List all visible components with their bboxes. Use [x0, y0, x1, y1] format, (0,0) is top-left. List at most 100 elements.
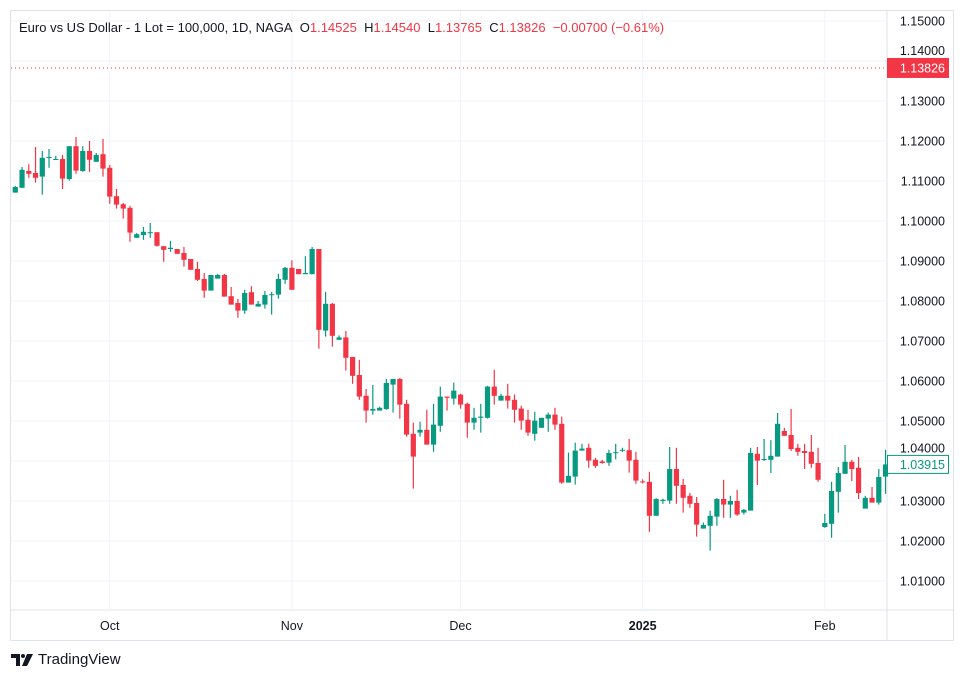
price-tick-label: 1.08000	[900, 295, 945, 309]
candle-bullish	[140, 227, 147, 240]
candle-body	[410, 433, 416, 457]
candle-body	[430, 424, 437, 445]
candle-body	[774, 423, 781, 457]
candle-bullish	[842, 445, 848, 474]
candle-bearish	[32, 147, 39, 183]
candle-body	[613, 452, 619, 454]
candle-bearish	[113, 189, 120, 209]
candle-body	[538, 417, 545, 428]
candle-bearish	[552, 407, 558, 430]
candle-bearish	[626, 439, 632, 473]
candle-body	[451, 390, 457, 399]
candle-bullish	[302, 256, 308, 275]
price-tick-label: 1.15000	[900, 15, 945, 29]
candle-body	[437, 396, 443, 426]
candle-bearish	[86, 141, 93, 172]
brand-name: TradingView	[38, 651, 121, 668]
candle-bullish	[147, 223, 153, 238]
candle-body	[505, 395, 511, 401]
price-tick-label: 1.13000	[900, 95, 945, 109]
candle-body	[694, 503, 700, 525]
tradingview-logo-icon	[11, 653, 33, 666]
candle-body	[882, 464, 889, 477]
candle-bearish	[586, 443, 592, 468]
candle-body	[545, 414, 551, 419]
candle-body	[269, 294, 275, 296]
candle-body	[633, 459, 639, 481]
candle-body	[113, 196, 120, 205]
price-tick-label: 1.03000	[900, 495, 945, 509]
candle-body	[801, 451, 808, 453]
candle-body	[444, 396, 450, 398]
close-label: C	[489, 20, 499, 35]
candle-bearish	[107, 165, 113, 204]
candle-body	[484, 386, 491, 418]
candle-body	[822, 523, 828, 527]
candle-bullish	[208, 275, 214, 291]
candle-bearish	[633, 451, 639, 484]
current-price-label: 1.13826	[900, 61, 945, 75]
open-label: O	[299, 20, 310, 35]
candle-body	[140, 231, 147, 235]
candle-body	[93, 155, 99, 162]
candle-bearish	[228, 287, 234, 305]
candle-body	[876, 477, 882, 503]
low-label: L	[427, 20, 435, 35]
candle-bullish	[748, 447, 754, 511]
candle-bullish	[282, 267, 288, 284]
candle-bullish	[430, 403, 437, 452]
candle-body	[788, 435, 794, 449]
candle-bullish	[275, 273, 281, 299]
candle-body	[26, 171, 32, 174]
candle-body	[727, 501, 733, 505]
candle-bullish	[572, 442, 578, 485]
candle-body	[781, 431, 787, 436]
candle-body	[242, 293, 248, 311]
candle-body	[296, 269, 302, 275]
candle-bearish	[815, 447, 821, 482]
candle-bullish	[545, 412, 551, 432]
candle-body	[127, 207, 133, 233]
candle-body	[734, 501, 740, 515]
candle-bullish	[437, 386, 443, 432]
candle-body	[181, 253, 187, 260]
candle-bearish	[640, 479, 646, 484]
candle-bullish	[774, 413, 781, 457]
candle-bearish	[457, 393, 464, 409]
tradingview-logo[interactable]: TradingView	[11, 651, 121, 668]
candle-body	[376, 407, 383, 411]
candle-bullish	[167, 241, 174, 252]
candle-body	[390, 379, 396, 385]
change-value: −0.00700 (−0.61%)	[552, 20, 665, 35]
candle-bearish	[363, 389, 369, 423]
candle-bullish	[876, 469, 882, 505]
candle-body	[336, 337, 342, 340]
candle-body	[201, 279, 207, 291]
candle-body	[120, 204, 126, 209]
candle-body	[275, 279, 281, 295]
price-tick-label: 1.12000	[900, 135, 945, 149]
candle-bullish	[828, 481, 835, 538]
candle-body	[350, 357, 356, 376]
candle-bearish	[680, 479, 686, 513]
candle-body	[107, 167, 113, 197]
candle-bearish	[464, 402, 470, 438]
candle-body	[606, 453, 612, 463]
candle-bearish	[855, 457, 862, 499]
candle-body	[464, 403, 470, 423]
candle-bullish	[727, 495, 733, 518]
candle-bullish	[383, 379, 389, 410]
candle-body	[640, 481, 646, 483]
time-tick-label: Nov	[281, 619, 304, 633]
price-tick-label: 1.10000	[900, 215, 945, 229]
candle-body	[707, 515, 713, 526]
candle-body	[552, 414, 558, 425]
candle-body	[417, 429, 423, 433]
time-tick-label: Dec	[449, 619, 471, 633]
candle-bearish	[181, 247, 187, 267]
candle-body	[835, 473, 841, 492]
candle-body	[289, 267, 295, 290]
candle-body	[680, 485, 686, 498]
candle-body	[592, 459, 599, 466]
